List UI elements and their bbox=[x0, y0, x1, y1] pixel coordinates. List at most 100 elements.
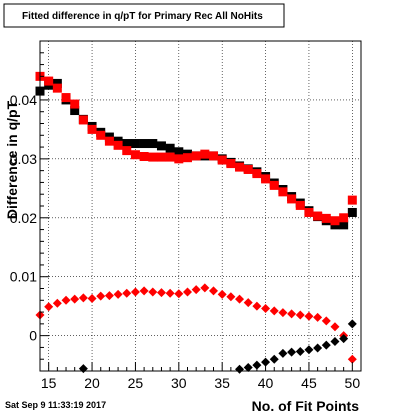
data-point bbox=[339, 220, 349, 230]
data-point bbox=[174, 147, 184, 157]
x-axis-label: No. of Fit Points bbox=[252, 398, 360, 414]
grid bbox=[40, 41, 361, 371]
data-point bbox=[87, 294, 97, 304]
data-point bbox=[304, 345, 314, 355]
data-point bbox=[217, 289, 227, 299]
data-point bbox=[44, 302, 54, 312]
data-point bbox=[347, 207, 357, 217]
data-point bbox=[191, 151, 201, 161]
ticks bbox=[39, 52, 362, 372]
data-point bbox=[122, 139, 132, 149]
data-point bbox=[70, 106, 80, 116]
series-layer bbox=[35, 71, 357, 374]
y-tick-label: 0.04 bbox=[10, 92, 37, 108]
x-tick-label: 50 bbox=[345, 375, 361, 391]
data-point bbox=[148, 287, 158, 297]
data-point bbox=[269, 306, 279, 316]
data-point bbox=[304, 207, 314, 217]
x-tick-label: 20 bbox=[84, 375, 100, 391]
data-point bbox=[339, 334, 349, 344]
footer-timestamp: Sat Sep 9 11:33:19 2017 bbox=[5, 400, 106, 410]
series-1 bbox=[35, 71, 357, 226]
data-point bbox=[52, 298, 62, 308]
data-point bbox=[226, 159, 236, 169]
data-point bbox=[96, 291, 106, 301]
data-point bbox=[52, 83, 62, 93]
data-point bbox=[217, 155, 227, 165]
tick-labels: 15 20 25 30 35 40 45 50 0 0.01 0.02 0.03 0.04 bbox=[10, 92, 361, 391]
data-point bbox=[165, 143, 175, 153]
data-point bbox=[287, 309, 297, 319]
data-point bbox=[330, 322, 340, 332]
data-point bbox=[156, 288, 166, 298]
data-point bbox=[52, 78, 62, 88]
data-point bbox=[278, 308, 288, 318]
data-point bbox=[243, 298, 253, 308]
plot-frame bbox=[39, 40, 362, 372]
data-point bbox=[278, 187, 288, 197]
chart-title: Fitted difference in q/pT for Primary Re… bbox=[22, 11, 263, 22]
data-point bbox=[261, 174, 271, 184]
chart-title-box bbox=[3, 3, 285, 28]
y-tick-label: 0.01 bbox=[10, 269, 37, 285]
data-point bbox=[295, 200, 305, 210]
data-point bbox=[44, 76, 54, 86]
data-point bbox=[330, 216, 340, 226]
data-point bbox=[96, 130, 106, 140]
data-point bbox=[347, 354, 357, 364]
data-point bbox=[182, 287, 192, 297]
x-tick-label: 30 bbox=[171, 375, 187, 391]
data-point bbox=[321, 316, 331, 326]
data-point bbox=[278, 348, 288, 358]
data-point bbox=[104, 136, 114, 146]
data-point bbox=[261, 304, 271, 314]
x-tick-label: 35 bbox=[214, 375, 230, 391]
x-tick-label: 45 bbox=[301, 375, 317, 391]
data-point bbox=[61, 295, 71, 305]
y-tick-label: 0 bbox=[29, 328, 37, 344]
data-point bbox=[139, 286, 149, 296]
data-point bbox=[113, 289, 123, 299]
data-point bbox=[78, 293, 88, 303]
data-point bbox=[130, 139, 140, 149]
data-point bbox=[200, 149, 210, 159]
data-point bbox=[209, 286, 219, 296]
series-3 bbox=[78, 319, 357, 374]
data-point bbox=[70, 294, 80, 304]
data-point bbox=[87, 124, 97, 134]
data-point bbox=[209, 151, 219, 161]
data-point bbox=[235, 294, 245, 304]
data-point bbox=[130, 287, 140, 297]
data-point bbox=[313, 312, 323, 322]
y-tick-label: 0.02 bbox=[10, 210, 37, 226]
data-point bbox=[165, 288, 175, 298]
data-point bbox=[313, 343, 323, 353]
data-point bbox=[321, 213, 331, 223]
data-point bbox=[330, 337, 340, 347]
x-tick-label: 15 bbox=[41, 375, 57, 391]
data-point bbox=[191, 285, 201, 295]
data-point bbox=[70, 99, 80, 109]
data-point bbox=[339, 213, 349, 223]
data-point bbox=[252, 169, 262, 179]
data-point bbox=[148, 139, 158, 149]
data-point bbox=[269, 180, 279, 190]
x-tick-label: 25 bbox=[128, 375, 144, 391]
data-point bbox=[174, 289, 184, 299]
data-point bbox=[304, 311, 314, 321]
data-point bbox=[287, 194, 297, 204]
data-point bbox=[321, 340, 331, 350]
data-point bbox=[252, 301, 262, 311]
data-point bbox=[347, 319, 357, 329]
data-point bbox=[130, 150, 140, 160]
data-point bbox=[295, 347, 305, 357]
data-point bbox=[243, 164, 253, 174]
y-axis-label: Difference in q/pT bbox=[4, 100, 20, 219]
data-point bbox=[139, 152, 149, 161]
x-tick-label: 40 bbox=[258, 375, 274, 391]
data-point bbox=[113, 140, 123, 150]
data-point bbox=[156, 152, 166, 162]
data-point bbox=[174, 154, 184, 164]
y-tick-label: 0.03 bbox=[10, 151, 37, 167]
